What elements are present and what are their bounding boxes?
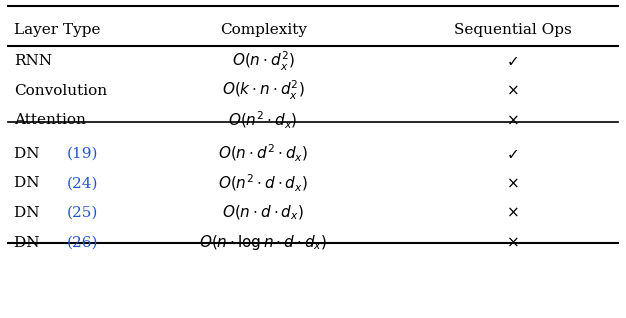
Text: $\times$: $\times$: [506, 176, 519, 190]
Text: $O(n^2 \cdot d \cdot d_x)$: $O(n^2 \cdot d \cdot d_x)$: [218, 173, 308, 194]
Text: $O(n^2 \cdot d_x)$: $O(n^2 \cdot d_x)$: [228, 110, 298, 131]
Text: (24): (24): [67, 176, 98, 190]
Text: (26): (26): [67, 236, 98, 250]
Text: $\times$: $\times$: [506, 236, 519, 250]
Text: $O(n \cdot \log n \cdot d \cdot d_x)$: $O(n \cdot \log n \cdot d \cdot d_x)$: [199, 233, 327, 252]
Text: $\checkmark$: $\checkmark$: [506, 147, 518, 161]
Text: Sequential Ops: Sequential Ops: [454, 23, 572, 37]
Text: $\checkmark$: $\checkmark$: [506, 54, 518, 68]
Text: $O(n \cdot d_x^2)$: $O(n \cdot d_x^2)$: [232, 49, 295, 73]
Text: Layer Type: Layer Type: [14, 23, 100, 37]
Text: DN: DN: [14, 236, 43, 250]
Text: DN: DN: [14, 176, 43, 190]
Text: $\times$: $\times$: [506, 206, 519, 220]
Text: $O(n \cdot d^2 \cdot d_x)$: $O(n \cdot d^2 \cdot d_x)$: [218, 143, 308, 164]
Text: $\times$: $\times$: [506, 113, 519, 127]
Text: Attention: Attention: [14, 113, 86, 127]
Text: DN: DN: [14, 206, 43, 220]
Text: Complexity: Complexity: [220, 23, 307, 37]
Text: Convolution: Convolution: [14, 84, 107, 98]
Text: (25): (25): [67, 206, 98, 220]
Text: $O(k \cdot n \cdot d_x^2)$: $O(k \cdot n \cdot d_x^2)$: [222, 79, 304, 102]
Text: $O(n \cdot d \cdot d_x)$: $O(n \cdot d \cdot d_x)$: [222, 204, 304, 222]
Text: RNN: RNN: [14, 54, 52, 68]
Text: (19): (19): [67, 147, 98, 161]
Text: DN: DN: [14, 147, 43, 161]
Text: $\times$: $\times$: [506, 84, 519, 98]
